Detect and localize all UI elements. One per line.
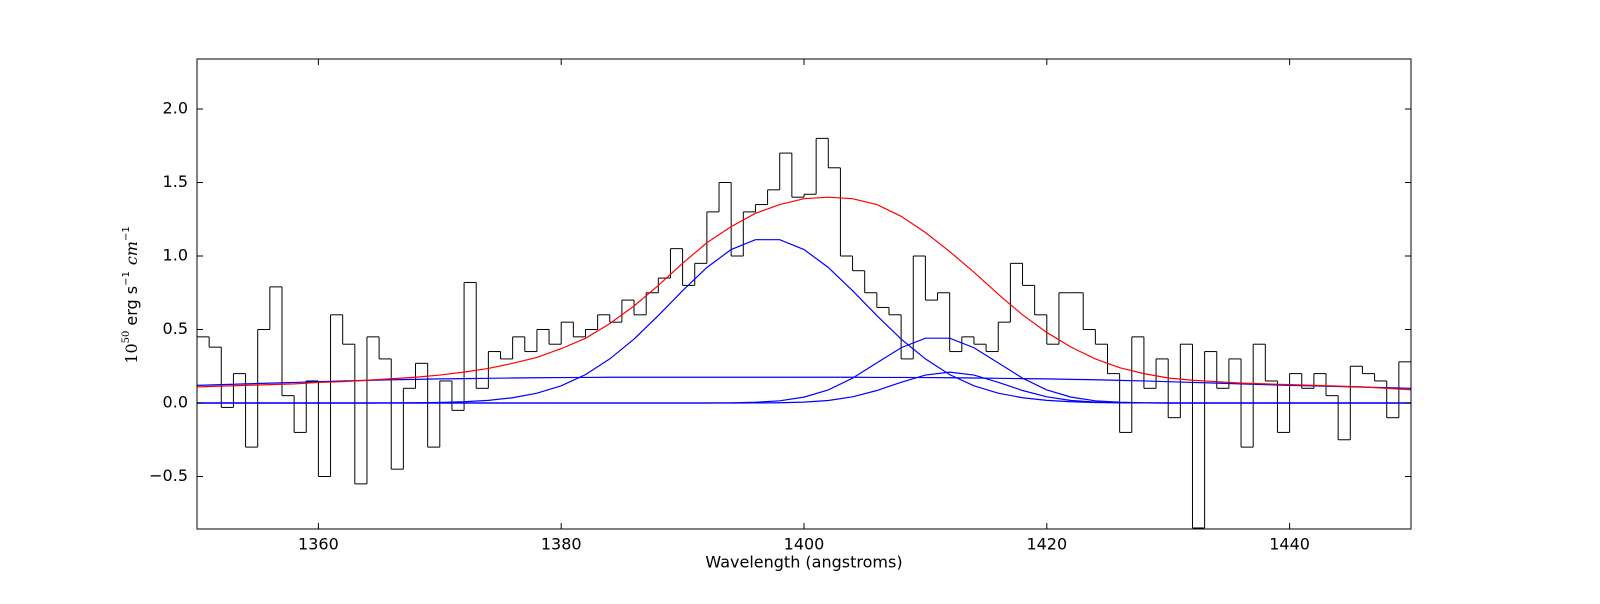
plot-area (197, 137, 1411, 529)
y-tick-label: 1.5 (163, 172, 188, 191)
fit-curve (197, 376, 1411, 389)
y-label-part: −1 (121, 226, 132, 241)
axes: 1360 1380 1400 1420 1440 −0.5 0.0 0.5 1.0 1.5 2.0 (149, 59, 1411, 554)
y-label-part: cm (122, 241, 141, 265)
y-axis-label: 1050erg s−1cm−1 (121, 226, 141, 363)
y-label-part: 50 (121, 331, 132, 344)
y-label-part: 10 (122, 343, 141, 363)
x-axis-label: Wavelength (angstroms) (705, 553, 902, 572)
x-tick-label: 1380 (541, 535, 582, 554)
fit-curve (197, 371, 1411, 404)
y-tick-label: 0.0 (163, 393, 188, 412)
x-tick-label: 1400 (784, 535, 825, 554)
plot-frame (196, 58, 1412, 530)
x-tick-label: 1360 (298, 535, 339, 554)
x-tick-label: 1420 (1026, 535, 1067, 554)
y-tick-label: 0.5 (163, 319, 188, 338)
y-label-part: erg s (122, 286, 141, 326)
y-label-part: −1 (121, 271, 132, 286)
y-tick-label: −0.5 (149, 466, 188, 485)
x-tick-label: 1440 (1269, 535, 1310, 554)
y-tick-label: 1.0 (163, 245, 188, 264)
y-tick-label: 2.0 (163, 98, 188, 117)
fit-curve (197, 196, 1411, 391)
